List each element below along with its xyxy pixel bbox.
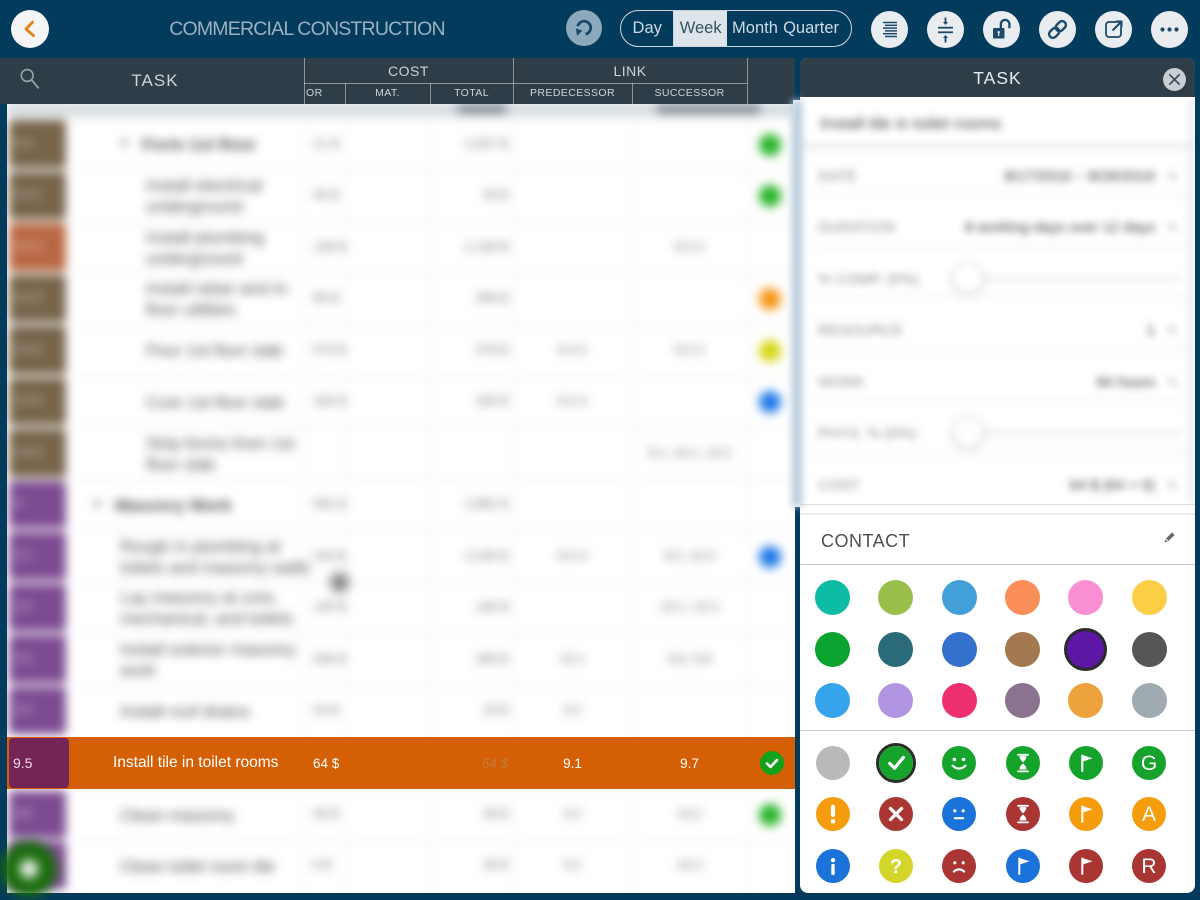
svg-text:R: R	[1142, 855, 1157, 878]
svg-text:G: G	[1141, 752, 1157, 775]
svg-text:A: A	[1142, 803, 1156, 826]
svg-text:?: ?	[890, 856, 902, 878]
